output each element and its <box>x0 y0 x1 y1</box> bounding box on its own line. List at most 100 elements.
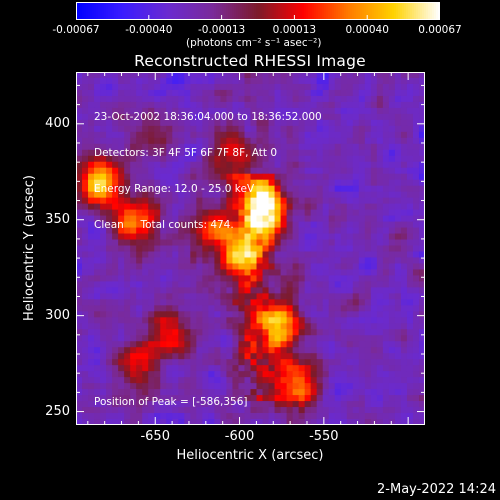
heatmap-cell <box>316 383 324 390</box>
heatmap-cell <box>304 353 312 360</box>
heatmap-cell <box>232 131 239 139</box>
colorbar-cell <box>256 2 259 20</box>
heatmap-cell <box>214 113 221 121</box>
heatmap-cell <box>358 419 366 425</box>
heatmap-cell <box>292 137 300 145</box>
heatmap-cell <box>118 311 125 318</box>
heatmap-cell <box>298 365 306 372</box>
heatmap-cell <box>304 317 312 324</box>
heatmap-cell <box>172 143 179 151</box>
heatmap-cell <box>190 389 197 396</box>
heatmap-cell <box>274 329 282 336</box>
colorbar-cell <box>390 2 393 20</box>
heatmap-cell <box>226 311 233 318</box>
heatmap-cell <box>256 305 264 312</box>
heatmap-cell <box>190 221 197 229</box>
heatmap-cell <box>106 167 113 175</box>
colorbar-cell <box>194 2 197 20</box>
heatmap-cell <box>238 305 245 312</box>
heatmap-cell <box>292 257 300 264</box>
heatmap-cell <box>382 383 390 390</box>
heatmap-cell <box>400 215 408 223</box>
heatmap-cell <box>196 401 203 408</box>
heatmap-cell <box>340 143 348 151</box>
heatmap-cell <box>304 335 312 342</box>
heatmap-cell <box>190 149 197 157</box>
heatmap-cell <box>214 179 221 187</box>
heatmap-cell <box>172 107 179 115</box>
heatmap-cell <box>412 419 420 425</box>
heatmap-cell <box>286 89 294 97</box>
heatmap-cell <box>76 125 83 133</box>
heatmap-cell <box>76 269 83 276</box>
heatmap-cell <box>334 197 342 205</box>
heatmap-cell <box>202 221 209 229</box>
heatmap-cell <box>382 305 390 312</box>
heatmap-cell <box>154 83 161 91</box>
heatmap-cell <box>406 323 414 330</box>
heatmap-cell <box>100 89 107 97</box>
heatmap-cell <box>214 347 221 354</box>
heatmap-cell <box>334 323 342 330</box>
heatmap-cell <box>208 347 215 354</box>
heatmap-cell <box>340 287 348 294</box>
heatmap-cell <box>250 275 258 282</box>
heatmap-cell <box>364 419 372 425</box>
heatmap-cell <box>382 107 390 115</box>
heatmap-cell <box>190 107 197 115</box>
heatmap-cell <box>130 275 137 282</box>
heatmap-cell <box>292 95 300 103</box>
heatmap-cell <box>352 317 360 324</box>
heatmap-cell <box>88 119 95 127</box>
heatmap-cell <box>298 251 306 258</box>
heatmap-cell <box>346 281 354 288</box>
colorbar-frame <box>76 2 440 20</box>
heatmap-cell <box>280 317 288 324</box>
heatmap-cell <box>244 353 251 360</box>
heatmap-cell <box>214 173 221 181</box>
heatmap-cell <box>274 239 282 247</box>
heatmap-cell <box>388 317 396 324</box>
heatmap-cell <box>304 269 312 276</box>
heatmap-cell <box>226 77 233 85</box>
heatmap-cell <box>250 377 258 384</box>
heatmap-cell <box>208 395 215 402</box>
heatmap-cell <box>172 185 179 193</box>
heatmap-cell <box>256 263 264 270</box>
heatmap-cell <box>382 419 390 425</box>
heatmap-cell <box>208 329 215 336</box>
heatmap-cell <box>178 239 185 247</box>
heatmap-cell <box>100 389 107 396</box>
heatmap-cell <box>268 233 276 241</box>
heatmap-cell <box>358 383 366 390</box>
heatmap-cell <box>334 149 342 157</box>
heatmap-cell <box>346 215 354 223</box>
heatmap-cell <box>106 89 113 97</box>
heatmap-cell <box>82 299 89 306</box>
heatmap-cell <box>316 389 324 396</box>
heatmap-cell <box>316 245 324 252</box>
heatmap-cell <box>334 335 342 342</box>
colorbar-cell <box>84 2 87 20</box>
heatmap-cell <box>340 72 348 79</box>
heatmap-cell <box>364 137 372 145</box>
y-tick-label: 350 <box>45 211 70 227</box>
heatmap-cell <box>178 305 185 312</box>
heatmap-cell <box>262 95 270 103</box>
heatmap-cell <box>106 245 113 252</box>
heatmap-cell <box>202 113 209 121</box>
heatmap-cell <box>406 155 414 163</box>
heatmap-cell <box>418 101 425 109</box>
heatmap-cell <box>334 341 342 348</box>
heatmap-cell <box>142 83 149 91</box>
heatmap-cell <box>382 83 390 91</box>
heatmap-cell <box>400 287 408 294</box>
heatmap-cell <box>76 263 83 270</box>
heatmap-cell <box>208 389 215 396</box>
heatmap-cell <box>346 359 354 366</box>
heatmap-cell <box>406 101 414 109</box>
heatmap-cell <box>328 263 336 270</box>
colorbar-cell <box>162 2 165 20</box>
heatmap-cell <box>94 269 101 276</box>
heatmap-cell <box>292 269 300 276</box>
